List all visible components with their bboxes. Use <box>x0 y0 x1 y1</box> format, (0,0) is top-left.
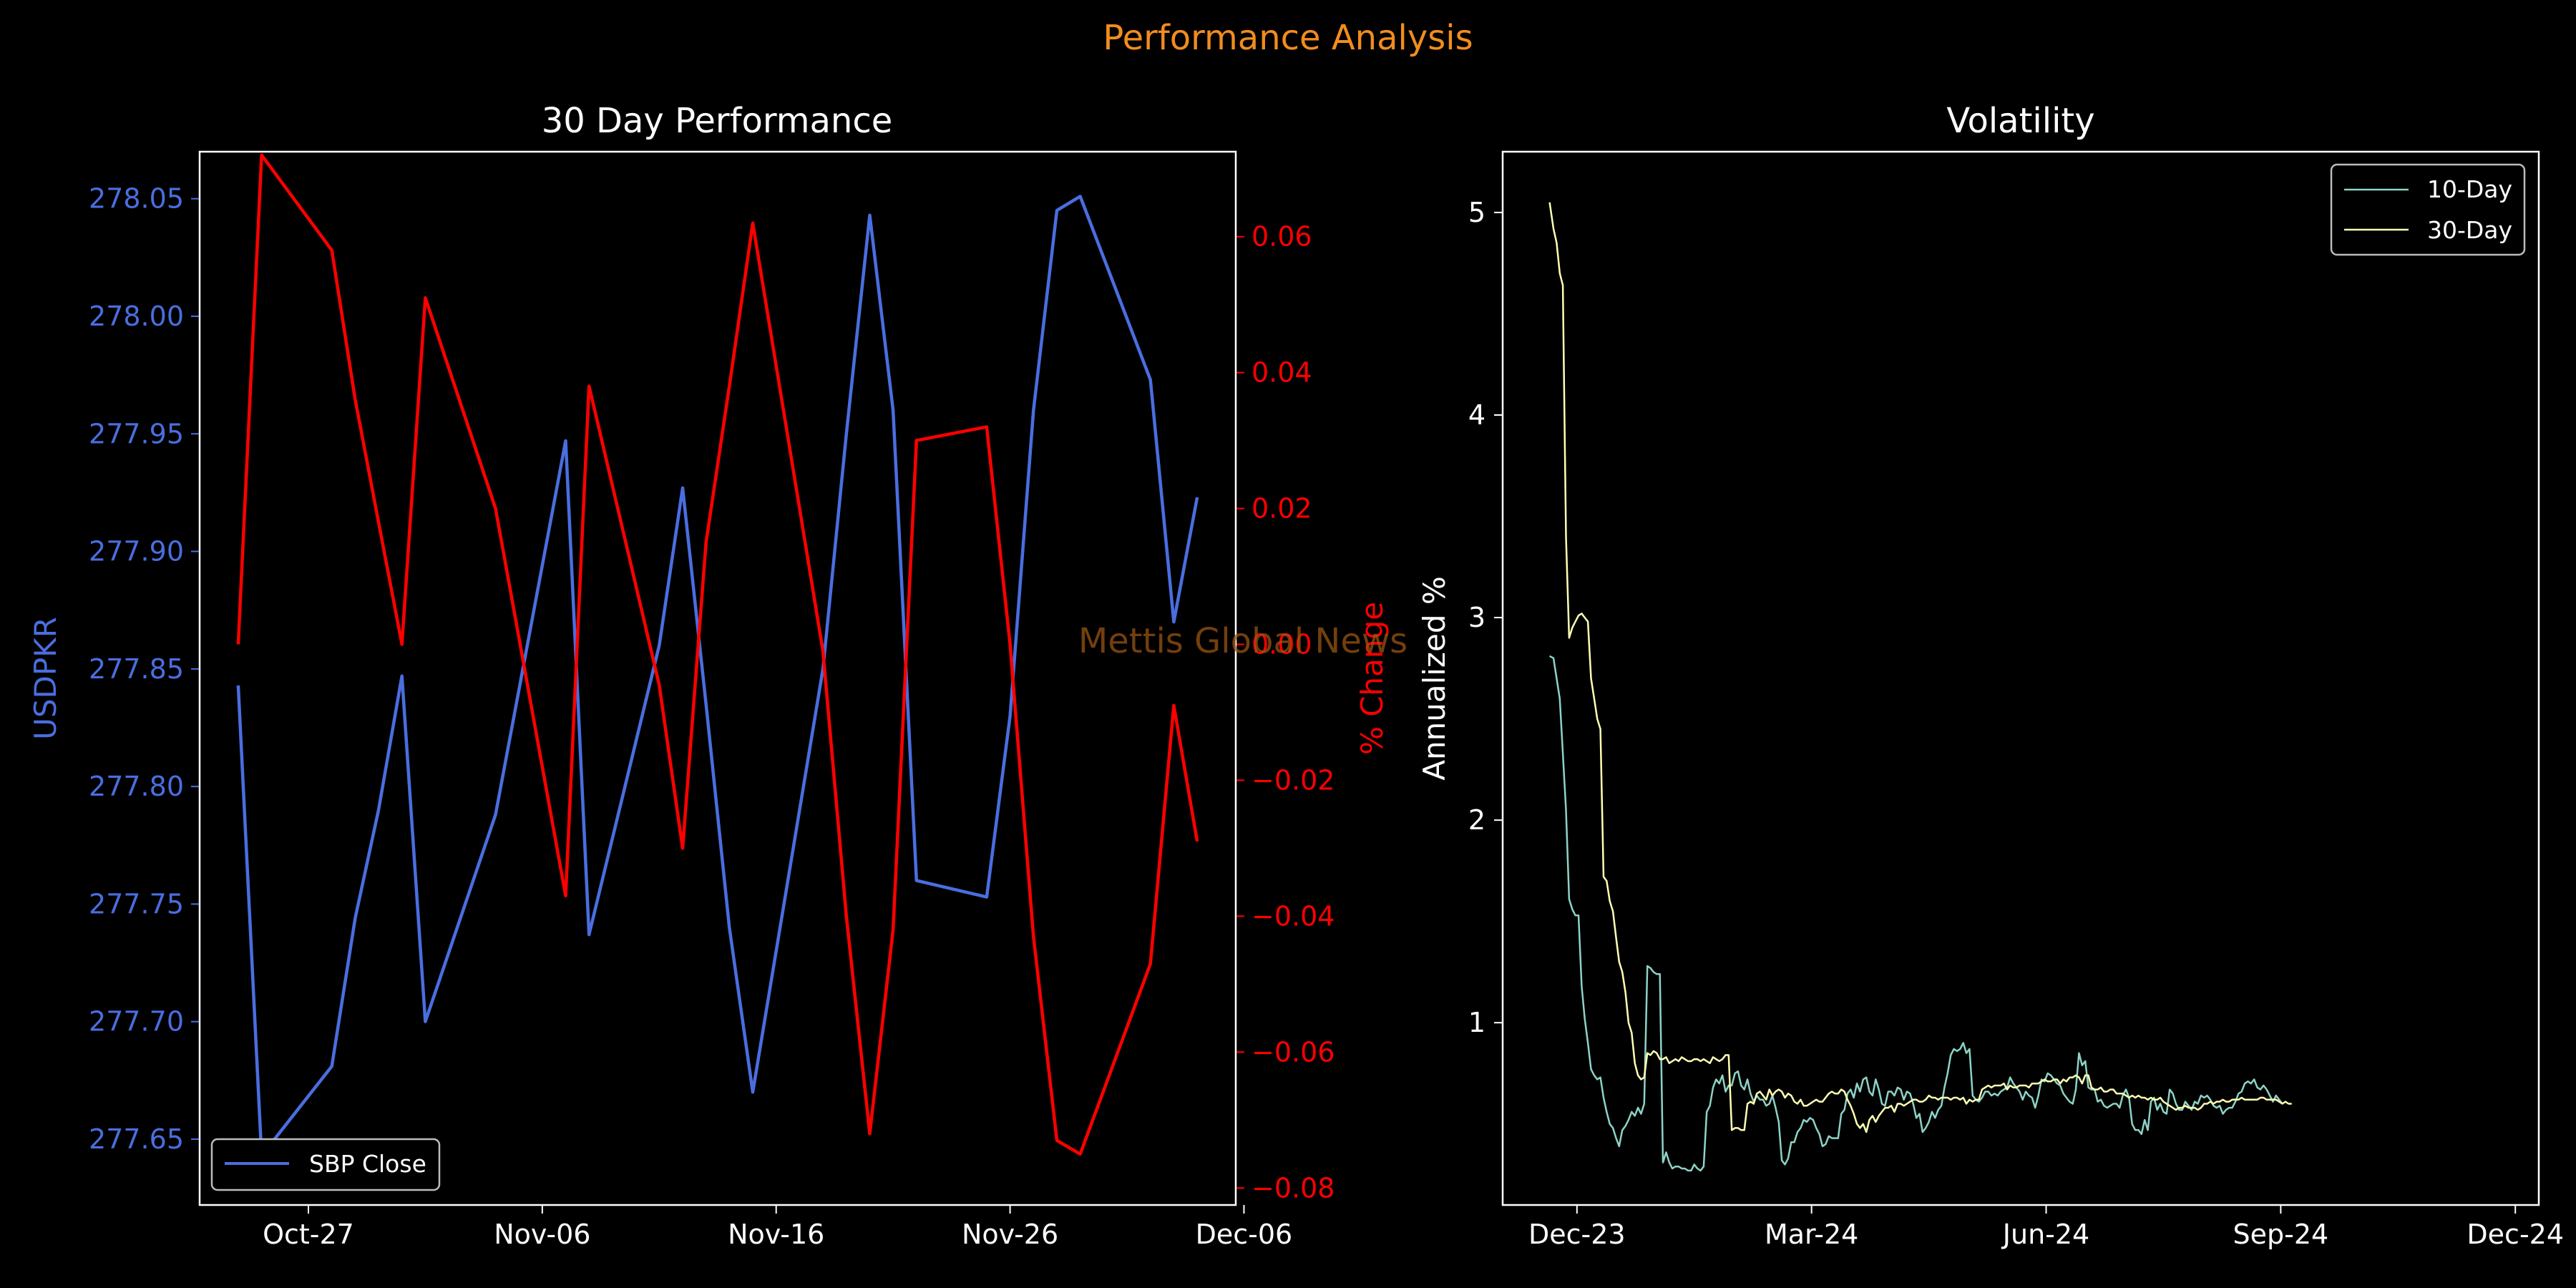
y2-tick-label: 0.06 <box>1252 221 1312 253</box>
legend-box <box>210 1138 441 1191</box>
y-tick-label: 278.00 <box>89 301 184 332</box>
x-tick-label: Dec-06 <box>1196 1219 1293 1250</box>
volatility-panel: Volatility Annualized % Dec-23 Mar-24 Jun-… <box>1417 101 2564 1250</box>
volatility-plot-frame <box>1501 150 2540 1206</box>
legend-label-10day: 10-Day <box>2427 175 2512 203</box>
y-tick-label: 2 <box>1468 804 1485 836</box>
y-tick-label: 277.85 <box>89 653 184 685</box>
y2-tick-label: 0.00 <box>1252 629 1312 660</box>
y-tick-label: 277.75 <box>89 888 184 919</box>
x-tick-label: Mar-24 <box>1765 1219 1858 1250</box>
y2-tick-label: 0.02 <box>1252 493 1312 525</box>
performance-title: 30 Day Performance <box>542 101 893 141</box>
y-tick-label: 277.90 <box>89 536 184 567</box>
y2-tick-label: −0.04 <box>1252 900 1335 932</box>
x-tick-label: Nov-16 <box>728 1219 824 1250</box>
y2-tick-label: −0.08 <box>1252 1172 1335 1204</box>
volatility-ticks: Dec-23 Mar-24 Jun-24 Sep-24 Dec-24 1 2 3 4 5 <box>1468 197 2564 1250</box>
y-tick-label: 277.65 <box>89 1123 184 1155</box>
performance-lines <box>236 153 1199 1158</box>
x-tick-label: Dec-24 <box>2467 1219 2564 1250</box>
volatility-legend: 10-Day 30-Day <box>2330 163 2526 256</box>
y-tick-label: 277.70 <box>89 1006 184 1038</box>
vol30-series-line <box>1548 202 2292 1133</box>
y-tick-label: 4 <box>1468 399 1485 431</box>
x-tick-label: Oct-27 <box>263 1219 354 1250</box>
pct-change-axis-label: % Change <box>1355 602 1390 755</box>
legend-box <box>2330 163 2526 256</box>
y-tick-label: 5 <box>1468 197 1485 228</box>
y-tick-label: 277.80 <box>89 771 184 802</box>
y2-tick-label: −0.06 <box>1252 1036 1335 1068</box>
x-tick-label: Jun-24 <box>2001 1219 2089 1250</box>
performance-legend: SBP Close <box>210 1138 441 1191</box>
watermark: Mettis Global News <box>1078 621 1407 661</box>
y-tick-label: 278.05 <box>89 183 184 215</box>
volatility-lines <box>1548 202 2292 1172</box>
y-tick-label: 277.95 <box>89 418 184 449</box>
figure-title: Performance Analysis <box>1103 18 1473 58</box>
volatility-title: Volatility <box>1946 101 2094 141</box>
y-tick-label: 1 <box>1468 1007 1485 1038</box>
performance-panel: 30 Day Performance USDPKR % Change Oct-2… <box>28 101 1390 1250</box>
annualized-axis-label: Annualized % <box>1417 576 1452 780</box>
close-series-line <box>236 195 1199 1158</box>
x-tick-label: Nov-26 <box>962 1219 1058 1250</box>
x-tick-label: Sep-24 <box>2233 1219 2329 1250</box>
performance-ticks: Oct-27 Nov-06 Nov-16 Nov-26 Dec-06 277.65 277.… <box>89 183 1335 1250</box>
y-tick-label: 3 <box>1468 602 1485 633</box>
legend-label-30day: 30-Day <box>2427 216 2512 244</box>
x-tick-label: Nov-06 <box>494 1219 590 1250</box>
x-tick-label: Dec-23 <box>1528 1219 1626 1250</box>
y2-tick-label: 0.04 <box>1252 357 1312 389</box>
y2-tick-label: −0.02 <box>1252 764 1335 796</box>
legend-label-close: SBP Close <box>309 1150 426 1178</box>
change-series-line <box>236 153 1199 1156</box>
performance-plot-frame <box>198 150 1237 1206</box>
vol10-series-line <box>1549 655 2283 1172</box>
usdpkr-axis-label: USDPKR <box>28 617 63 740</box>
